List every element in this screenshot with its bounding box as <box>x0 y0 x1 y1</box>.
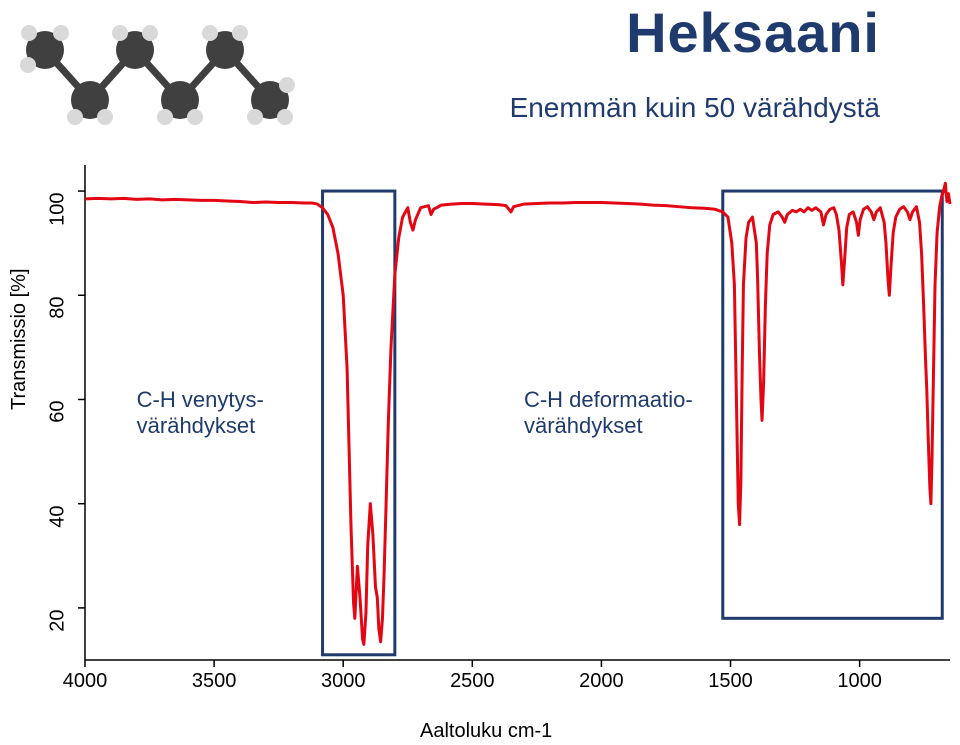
page-root: Heksaani Enemmän kuin 50 värähdystä Tran… <box>0 0 960 745</box>
ir-spectrum-chart: Transmissio [%] Aaltoluku cm-1 20 40 60 80 1… <box>0 160 960 745</box>
x-tick: 1500 <box>701 670 761 693</box>
y-tick: 100 <box>47 193 70 233</box>
molecule-diagram <box>5 0 315 155</box>
page-subtitle: Enemmän kuin 50 värähdystä <box>510 92 880 124</box>
x-tick: 1000 <box>830 670 890 693</box>
y-axis-label: Transmissio [%] <box>8 268 31 410</box>
y-tick: 80 <box>47 297 70 337</box>
x-tick: 3500 <box>184 670 244 693</box>
header: Heksaani Enemmän kuin 50 värähdystä <box>0 0 960 155</box>
x-axis-label: Aaltoluku cm-1 <box>420 720 552 743</box>
chart-annotation: C-H venytys-värähdykset <box>137 387 264 438</box>
page-title: Heksaani <box>626 0 880 65</box>
chart-annotation: C-H deformaatio-värähdykset <box>524 387 693 438</box>
x-tick: 2500 <box>442 670 502 693</box>
x-tick: 3000 <box>313 670 373 693</box>
y-tick: 40 <box>47 505 70 545</box>
y-tick: 20 <box>47 609 70 649</box>
x-tick: 4000 <box>55 670 115 693</box>
y-tick: 60 <box>47 401 70 441</box>
x-tick: 2000 <box>571 670 631 693</box>
